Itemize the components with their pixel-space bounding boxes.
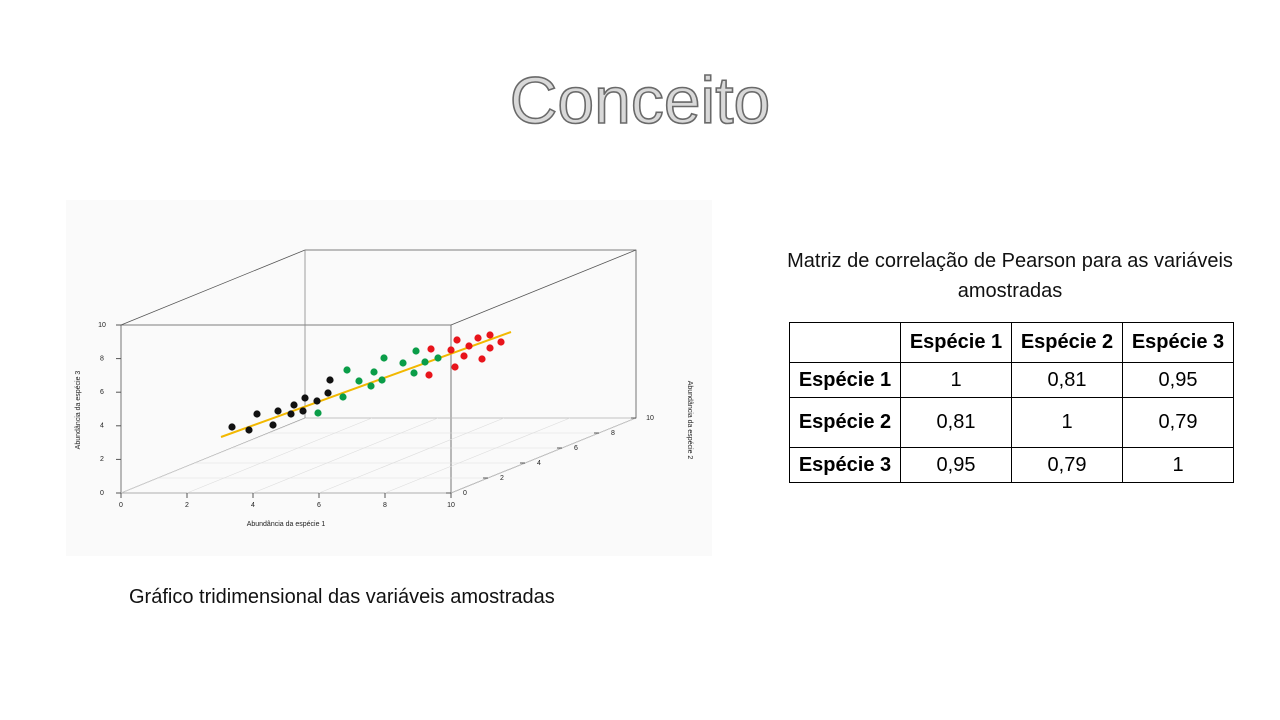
y-tick-label: 2 bbox=[100, 456, 104, 463]
point bbox=[434, 354, 442, 362]
point bbox=[367, 382, 375, 390]
correlation-table: Espécie 1 Espécie 2 Espécie 3 Espécie 1 … bbox=[789, 322, 1234, 483]
z-tick-label: 10 bbox=[646, 415, 654, 422]
axis-labels: Abundância da espécie 1 Abundância da es… bbox=[75, 322, 693, 528]
point bbox=[339, 393, 347, 401]
z-tick-label: 6 bbox=[574, 445, 578, 452]
point bbox=[425, 371, 433, 379]
grid-line bbox=[252, 417, 439, 494]
row-header: Espécie 3 bbox=[789, 447, 901, 483]
table-caption: Matriz de correlação de Pearson para as … bbox=[787, 250, 1233, 302]
cell: 0,81 bbox=[900, 397, 1012, 448]
grid-line bbox=[384, 417, 571, 494]
grid-line bbox=[186, 417, 373, 494]
point bbox=[274, 407, 282, 415]
point bbox=[287, 410, 295, 418]
point bbox=[378, 376, 386, 384]
z-tick-label: 8 bbox=[611, 430, 615, 437]
point bbox=[427, 345, 435, 353]
cell: 1 bbox=[900, 362, 1012, 398]
column-header: Espécie 3 bbox=[1122, 322, 1234, 363]
y-tick-label: 4 bbox=[100, 423, 104, 430]
slide-title: Conceito bbox=[509, 62, 771, 138]
z-tick-label: 4 bbox=[537, 460, 541, 467]
z-axis-label: Abundância da espécie 2 bbox=[686, 381, 693, 460]
corner-cell bbox=[789, 322, 901, 363]
point bbox=[314, 409, 322, 417]
y-axis-label: Abundância da espécie 3 bbox=[75, 371, 82, 450]
point bbox=[313, 397, 321, 405]
point bbox=[324, 389, 332, 397]
point bbox=[460, 352, 468, 360]
figure-3d-plot: Abundância da espécie 1 Abundância da es… bbox=[66, 200, 712, 556]
grid-line bbox=[120, 417, 307, 494]
point bbox=[486, 344, 494, 352]
point bbox=[245, 426, 253, 434]
regression-line bbox=[220, 331, 512, 438]
cell: 0,95 bbox=[1122, 362, 1234, 398]
point bbox=[399, 359, 407, 367]
figure-caption: Gráfico tridimensional das variáveis amo… bbox=[129, 586, 555, 608]
point bbox=[290, 401, 298, 409]
points bbox=[220, 331, 512, 438]
point bbox=[326, 376, 334, 384]
grid-line bbox=[450, 417, 637, 494]
point bbox=[412, 347, 420, 355]
row-header: Espécie 1 bbox=[789, 362, 901, 398]
x-tick-label: 6 bbox=[317, 502, 321, 509]
point bbox=[355, 377, 363, 385]
grid-line bbox=[318, 417, 505, 494]
row-header: Espécie 2 bbox=[789, 397, 901, 448]
x-tick-label: 2 bbox=[185, 502, 189, 509]
point bbox=[228, 423, 236, 431]
cell: 0,81 bbox=[1011, 362, 1123, 398]
x-tick-label: 8 bbox=[383, 502, 387, 509]
y-tick-label: 10 bbox=[98, 322, 106, 329]
point bbox=[380, 354, 388, 362]
point bbox=[253, 410, 261, 418]
cell: 0,79 bbox=[1122, 397, 1234, 448]
x-tick-label: 0 bbox=[119, 502, 123, 509]
cell: 1 bbox=[1011, 397, 1123, 448]
point bbox=[478, 355, 486, 363]
cell: 1 bbox=[1122, 447, 1234, 483]
point bbox=[465, 342, 473, 350]
cell: 0,95 bbox=[900, 447, 1012, 483]
x-axis-label: Abundância da espécie 1 bbox=[247, 521, 326, 528]
point bbox=[410, 369, 418, 377]
y-tick-label: 8 bbox=[100, 355, 104, 362]
z-tick-label: 2 bbox=[500, 475, 504, 482]
floor-grid bbox=[120, 417, 637, 494]
point bbox=[474, 334, 482, 342]
point bbox=[421, 358, 429, 366]
point bbox=[447, 346, 455, 354]
point bbox=[299, 407, 307, 415]
x-tick-label: 10 bbox=[447, 502, 455, 509]
point bbox=[453, 336, 461, 344]
point bbox=[451, 363, 459, 371]
plot-background bbox=[66, 200, 712, 556]
cell: 0,79 bbox=[1011, 447, 1123, 483]
column-header: Espécie 1 bbox=[900, 322, 1012, 363]
y-tick-label: 0 bbox=[100, 490, 104, 497]
y-tick-label: 6 bbox=[100, 389, 104, 396]
point bbox=[486, 331, 494, 339]
z-tick-label: 0 bbox=[463, 490, 467, 497]
point bbox=[269, 421, 277, 429]
x-tick-label: 4 bbox=[251, 502, 255, 509]
point bbox=[343, 366, 351, 374]
column-header: Espécie 2 bbox=[1011, 322, 1123, 363]
point bbox=[301, 394, 309, 402]
point bbox=[370, 368, 378, 376]
point bbox=[497, 338, 505, 346]
